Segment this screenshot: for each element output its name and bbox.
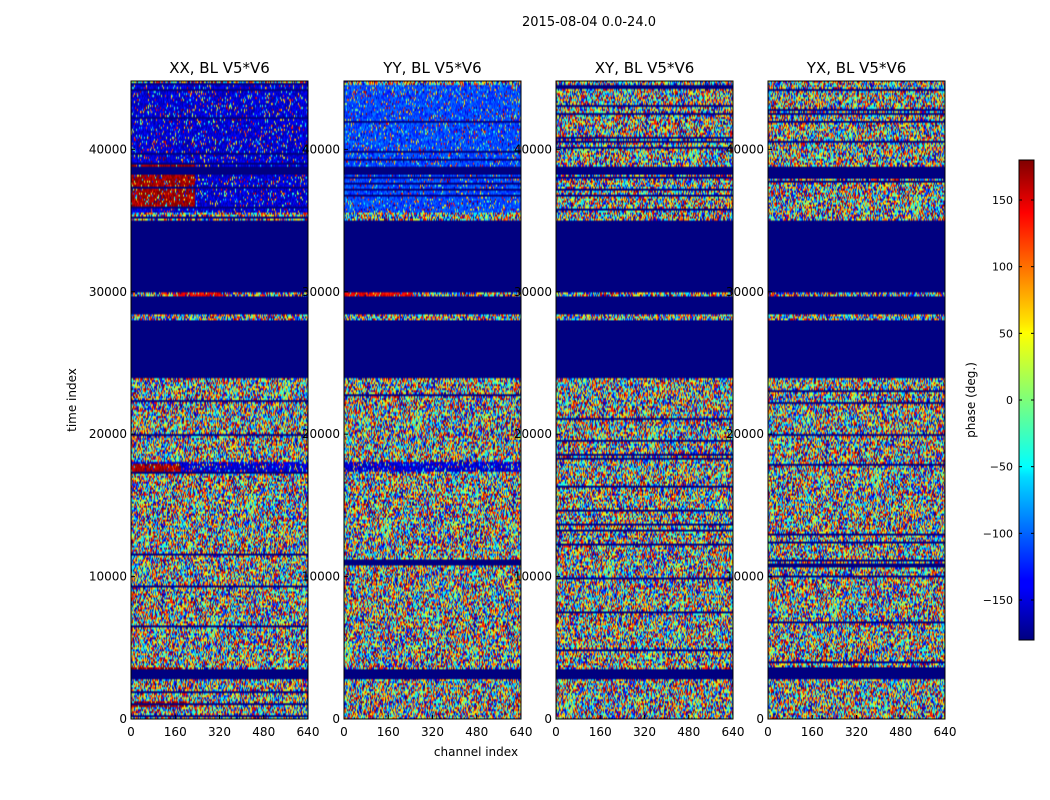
x-axis-label: channel index — [434, 745, 518, 759]
panel-4: YX, BL V5*V6 0 160 320 480 640 0 10000 20000 3000… — [726, 59, 957, 739]
panel-1: XX, BL V5*V6 0 160 320 480 640 0 10000 20000 3000… — [89, 59, 320, 739]
y-tick-label: 20000 — [89, 427, 127, 441]
x-tick-label: 160 — [164, 725, 187, 739]
y-tick-label: 40000 — [514, 142, 552, 156]
x-tick-label: 320 — [208, 725, 231, 739]
colorbar-tick-label: 0 — [1006, 394, 1013, 407]
panel-title: YX, BL V5*V6 — [806, 59, 907, 77]
x-tick-label: 160 — [801, 725, 824, 739]
x-tick-label: 0 — [340, 725, 348, 739]
x-tick-label: 480 — [465, 725, 488, 739]
colorbar-tick-label: 150 — [992, 194, 1013, 207]
y-tick-label: 0 — [544, 712, 552, 726]
panel-title: YY, BL V5*V6 — [382, 59, 481, 77]
panel-title: XY, BL V5*V6 — [595, 59, 695, 77]
colorbar: 150 100 50 0 −50 −100 −150 phase (deg.) — [964, 159, 1035, 641]
y-tick-label: 20000 — [514, 427, 552, 441]
colorbar-label: phase (deg.) — [964, 362, 978, 438]
heatmap-image — [344, 81, 521, 719]
x-tick-label: 640 — [510, 725, 533, 739]
y-tick-label: 10000 — [302, 570, 340, 584]
panel-title: XX, BL V5*V6 — [169, 59, 270, 77]
y-tick-label: 40000 — [302, 142, 340, 156]
y-tick-label: 40000 — [89, 142, 127, 156]
colorbar-tick-label: −100 — [983, 527, 1013, 540]
y-tick-label: 30000 — [89, 285, 127, 299]
x-tick-label: 0 — [127, 725, 135, 739]
heatmap-image — [131, 81, 308, 719]
figure-title: 2015-08-04 0.0-24.0 — [522, 15, 656, 30]
x-tick-label: 160 — [589, 725, 612, 739]
x-tick-label: 640 — [934, 725, 957, 739]
x-tick-label: 480 — [252, 725, 275, 739]
x-tick-label: 640 — [297, 725, 320, 739]
x-tick-label: 480 — [677, 725, 700, 739]
y-tick-label: 30000 — [514, 285, 552, 299]
x-tick-label: 480 — [889, 725, 912, 739]
y-tick-label: 0 — [332, 712, 340, 726]
panel-2: YY, BL V5*V6 0 160 320 480 640 0 10000 20000 3000… — [302, 59, 533, 739]
x-tick-label: 640 — [722, 725, 745, 739]
colorbar-tick-label: −150 — [983, 594, 1013, 607]
y-tick-label: 10000 — [514, 570, 552, 584]
y-tick-label: 10000 — [726, 570, 764, 584]
y-tick-label: 0 — [756, 712, 764, 726]
y-tick-label: 40000 — [726, 142, 764, 156]
heatmap-image — [556, 81, 733, 719]
y-tick-label: 20000 — [302, 427, 340, 441]
colorbar-tick-label: −50 — [990, 461, 1013, 474]
y-tick-label: 0 — [119, 712, 127, 726]
colorbar-tick-label: 50 — [999, 327, 1013, 340]
y-tick-label: 10000 — [89, 570, 127, 584]
y-tick-label: 30000 — [302, 285, 340, 299]
y-tick-label: 20000 — [726, 427, 764, 441]
x-tick-label: 320 — [421, 725, 444, 739]
heatmap-image — [768, 81, 945, 719]
panel-3: XY, BL V5*V6 0 160 320 480 640 0 10000 20000 3000… — [514, 59, 745, 739]
x-tick-label: 160 — [377, 725, 400, 739]
x-tick-label: 320 — [633, 725, 656, 739]
x-tick-label: 320 — [845, 725, 868, 739]
y-tick-label: 30000 — [726, 285, 764, 299]
x-tick-label: 0 — [764, 725, 772, 739]
y-axis-label: time index — [65, 368, 79, 432]
x-tick-label: 0 — [552, 725, 560, 739]
colorbar-tick-label: 100 — [992, 261, 1013, 274]
